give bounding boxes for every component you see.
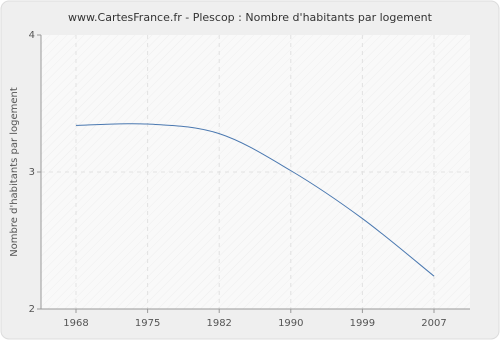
x-tick-label: 1990 — [278, 318, 303, 329]
x-tick-label: 1999 — [350, 318, 375, 329]
x-tick-label: 1968 — [63, 318, 88, 329]
chart-title: www.CartesFrance.fr - Plescop : Nombre d… — [68, 11, 433, 24]
y-axis-label: Nombre d'habitants par logement — [9, 87, 20, 257]
y-tick-label: 3 — [29, 167, 35, 178]
x-tick-label: 1975 — [135, 318, 160, 329]
x-tick-label: 2007 — [421, 318, 446, 329]
x-tick-label: 1982 — [206, 318, 231, 329]
y-tick-label: 4 — [29, 30, 35, 41]
y-tick-label: 2 — [29, 304, 35, 315]
line-series — [75, 123, 435, 277]
plot-area — [41, 35, 470, 309]
